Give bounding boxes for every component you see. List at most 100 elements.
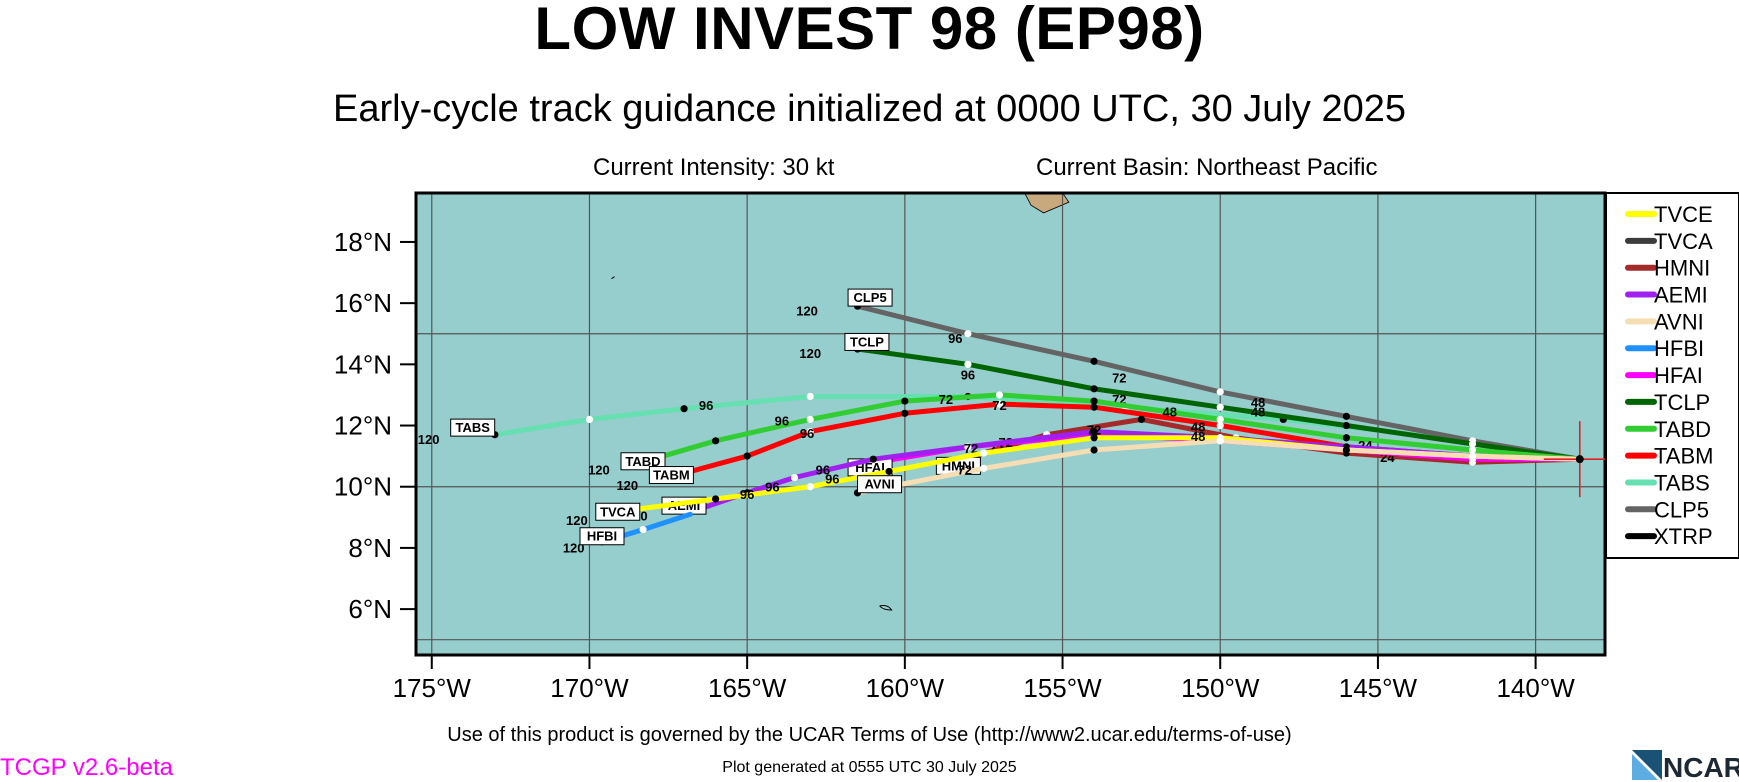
legend-label: TCLP: [1654, 390, 1710, 415]
track-point: [790, 473, 799, 482]
legend-label: TABS: [1654, 470, 1710, 495]
forecast-hour-label: 120: [563, 541, 585, 556]
track-point: [1216, 388, 1224, 396]
forecast-hour-label: 96: [816, 462, 830, 477]
track-point: [980, 449, 988, 457]
version-label: TCGP v2.6-beta: [0, 754, 173, 781]
track-point: [1090, 428, 1098, 436]
model-label-box: [857, 475, 903, 494]
page-title: LOW INVEST 98 (EP98): [534, 0, 1205, 62]
track-point: [680, 405, 688, 413]
forecast-hour-label: 120: [588, 462, 610, 477]
forecast-hour-label: 96: [800, 426, 814, 441]
forecast-hour-label: 72: [958, 462, 972, 477]
model-label-box: [648, 466, 694, 485]
track-point: [806, 428, 814, 436]
legend-label: TABD: [1654, 417, 1711, 442]
lon-tick-label: 160°W: [866, 673, 945, 703]
track-point: [964, 330, 972, 338]
ncar-logo-mark-light: [1632, 754, 1658, 780]
ncar-logo: NCAR: [1632, 750, 1739, 780]
track-point: [712, 495, 720, 503]
forecast-hour-label: 48: [1191, 429, 1205, 444]
land-islet: [879, 605, 893, 611]
forecast-hour-label: 96: [775, 414, 789, 429]
forecast-hour-label: 120: [799, 346, 821, 361]
lat-tick-label: 6°N: [348, 594, 392, 624]
track-point: [995, 400, 1004, 408]
model-label-box: [620, 452, 666, 471]
track-point: [885, 467, 893, 476]
lat-tick-label: 18°N: [334, 227, 392, 257]
ocean-background: [416, 193, 1605, 655]
model-label-text: AVNI: [864, 477, 894, 492]
lon-tick-label: 145°W: [1339, 673, 1418, 703]
lon-tick-label: 175°W: [393, 673, 472, 703]
model-label-box: [595, 502, 641, 521]
lon-tick-label: 170°W: [550, 673, 629, 703]
model-label-text: TCLP: [850, 334, 884, 349]
forecast-hour-label: 72: [1087, 423, 1101, 438]
track-point: [1342, 446, 1350, 454]
model-label-text: TABM: [653, 468, 690, 483]
forecast-hour-label: 96: [765, 479, 779, 494]
forecast-hour-label: 96: [825, 472, 839, 487]
forecast-hour-label: 96: [740, 487, 754, 502]
track-point: [995, 391, 1004, 399]
legend-label: HFAI: [1654, 363, 1703, 388]
model-label-box: [579, 527, 625, 546]
track-point: [1468, 446, 1477, 454]
track-point: [806, 392, 814, 401]
track-point: [1216, 421, 1224, 430]
ncar-logo-mark: [1632, 750, 1662, 780]
forecast-hour-label: 96: [961, 368, 975, 383]
track-point: [980, 464, 988, 472]
forecast-hour-label: 72: [1112, 371, 1126, 386]
lat-tick-label: 16°N: [334, 288, 392, 318]
forecast-hour-label: 72: [939, 392, 953, 407]
track-point: [1090, 357, 1098, 365]
page-subtitle: Early-cycle track guidance initialized a…: [333, 88, 1406, 130]
track-tabd: [650, 392, 1583, 462]
lon-tick-label: 140°W: [1496, 673, 1575, 703]
track-point: [964, 360, 972, 368]
model-label-text: TVCA: [600, 504, 636, 519]
track-point: [806, 415, 814, 424]
model-label-box: [847, 288, 893, 307]
track-point: [869, 455, 877, 463]
legend-label: HFBI: [1654, 336, 1704, 361]
track-point: [964, 443, 972, 451]
legend-label: XTRP: [1654, 524, 1713, 549]
model-label-box: [844, 332, 890, 351]
forecast-hour-label: 120: [616, 478, 638, 493]
track-point: [1216, 403, 1224, 411]
forecast-hour-label: 120: [418, 432, 440, 447]
lat-tick-label: 14°N: [334, 349, 392, 379]
legend-label: TVCE: [1654, 202, 1713, 227]
track-point: [1342, 412, 1350, 420]
legend-label: TVCA: [1654, 229, 1713, 254]
track-point: [901, 409, 909, 417]
forecast-hour-label: 96: [699, 398, 713, 413]
track-point: [1090, 434, 1098, 442]
forecast-hour-label: 120: [796, 303, 818, 318]
plot-generated-time: Plot generated at 0555 UTC 30 July 2025: [722, 759, 1017, 776]
track-point: [806, 483, 814, 491]
model-label-text: CLP5: [853, 290, 886, 305]
model-label-text: HFBI: [587, 529, 617, 544]
track-point: [639, 525, 647, 534]
model-label-text: TABD: [625, 454, 660, 469]
lon-tick-label: 150°W: [1181, 673, 1260, 703]
track-point: [1090, 446, 1098, 454]
track-point: [1090, 397, 1098, 405]
terms-of-use: Use of this product is governed by the U…: [447, 724, 1292, 746]
track-point: [712, 437, 720, 445]
track-point: [585, 415, 594, 424]
legend-label: TABM: [1654, 444, 1713, 469]
lat-tick-label: 8°N: [348, 533, 392, 563]
current-basin: Current Basin: Northeast Pacific: [1036, 154, 1378, 181]
track-point: [901, 397, 909, 405]
forecast-hour-label: 120: [566, 513, 588, 528]
ncar-logo-text: NCAR: [1663, 752, 1739, 780]
